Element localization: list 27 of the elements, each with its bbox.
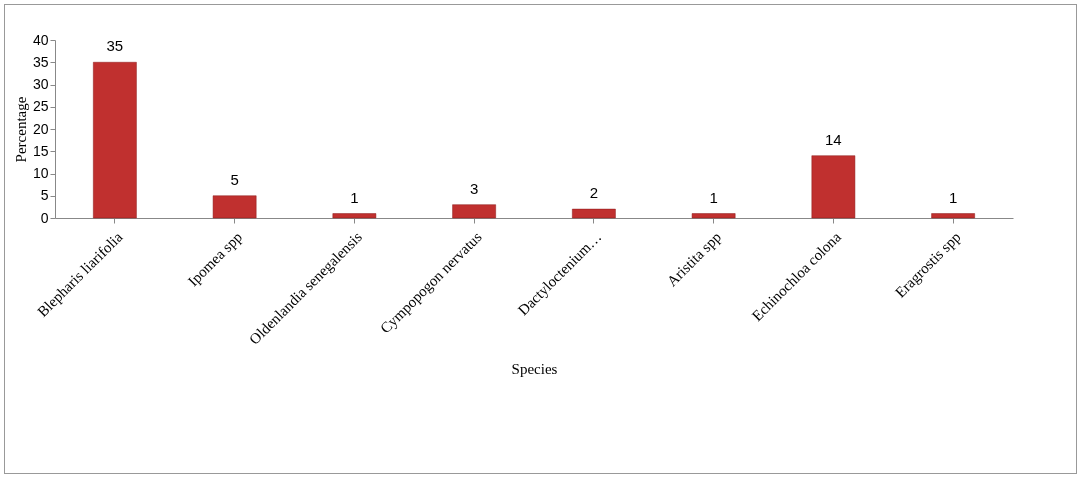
y-tick-label: 20 [32,120,49,137]
bar [572,208,616,219]
bar [93,62,137,219]
y-tick-label: 40 [32,31,49,48]
y-axis-title: Percentage [12,96,29,163]
data-label: 3 [469,179,479,197]
y-tick-label: 35 [32,53,49,70]
bar [691,213,736,219]
data-label: 1 [350,188,359,206]
y-tick-label: 30 [32,76,49,92]
y-tick-label: 15 [32,142,49,159]
data-label: 5 [230,170,239,188]
x-axis-title: Species [511,360,558,377]
data-label: 1 [709,188,718,206]
data-label: 2 [589,184,599,202]
data-label: 1 [948,188,958,206]
bar [931,213,975,219]
y-tick-label: 0 [40,209,49,226]
data-label: 14 [825,130,842,148]
bar [212,195,257,219]
bar [452,204,496,219]
y-tick-label: 25 [32,98,49,115]
data-label: 35 [106,37,124,55]
bar [332,213,377,219]
y-tick-label: 5 [40,187,49,204]
y-tick-label: 10 [32,165,49,181]
bar [811,155,856,219]
